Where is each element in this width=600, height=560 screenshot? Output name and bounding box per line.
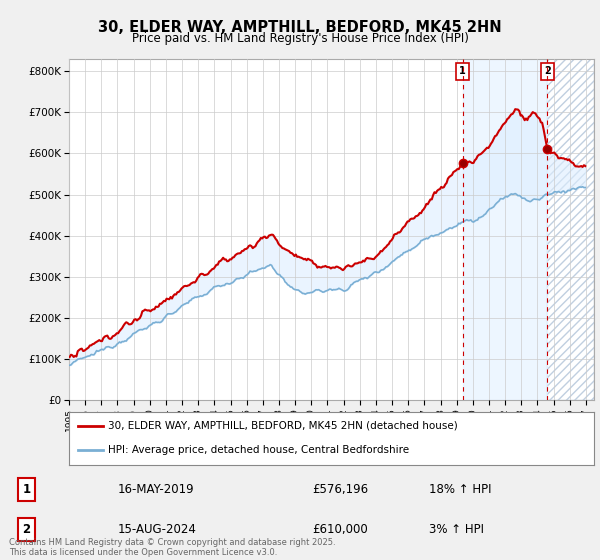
Text: 2: 2 [23, 523, 31, 536]
Text: £610,000: £610,000 [312, 523, 368, 536]
Text: 18% ↑ HPI: 18% ↑ HPI [430, 483, 492, 496]
Text: 16-MAY-2019: 16-MAY-2019 [118, 483, 194, 496]
Text: 1: 1 [23, 483, 31, 496]
Text: Contains HM Land Registry data © Crown copyright and database right 2025.
This d: Contains HM Land Registry data © Crown c… [9, 538, 335, 557]
Text: 30, ELDER WAY, AMPTHILL, BEDFORD, MK45 2HN (detached house): 30, ELDER WAY, AMPTHILL, BEDFORD, MK45 2… [109, 421, 458, 431]
Text: 15-AUG-2024: 15-AUG-2024 [118, 523, 197, 536]
Text: 1: 1 [459, 66, 466, 76]
Text: 3% ↑ HPI: 3% ↑ HPI [430, 523, 484, 536]
Text: 2: 2 [544, 66, 551, 76]
Text: £576,196: £576,196 [312, 483, 368, 496]
Text: HPI: Average price, detached house, Central Bedfordshire: HPI: Average price, detached house, Cent… [109, 445, 409, 455]
Text: Price paid vs. HM Land Registry's House Price Index (HPI): Price paid vs. HM Land Registry's House … [131, 32, 469, 45]
Text: 30, ELDER WAY, AMPTHILL, BEDFORD, MK45 2HN: 30, ELDER WAY, AMPTHILL, BEDFORD, MK45 2… [98, 20, 502, 35]
